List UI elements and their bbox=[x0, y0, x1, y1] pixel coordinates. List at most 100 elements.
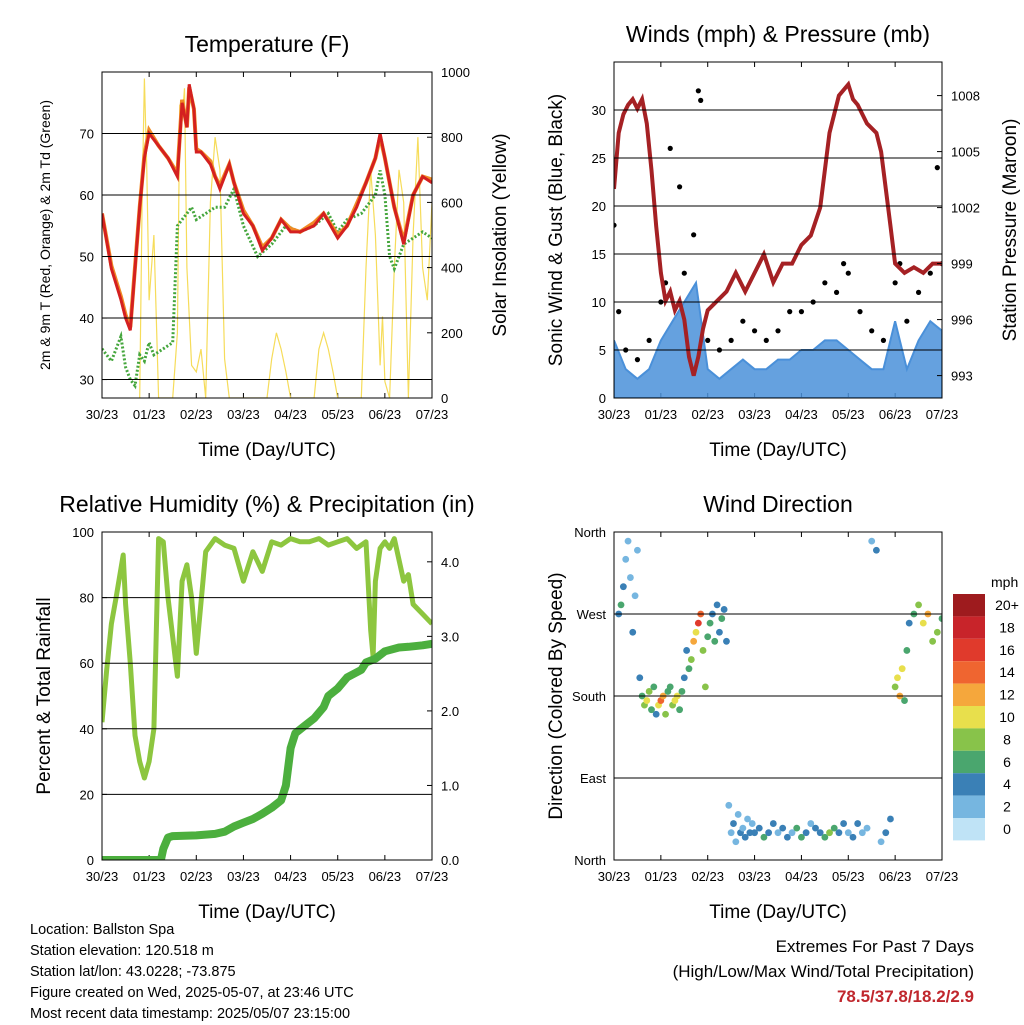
humidity-y2tick-label: 0.0 bbox=[441, 853, 459, 868]
temperature-y2label: Solar Insolation (Yellow) bbox=[490, 133, 511, 336]
colorbar-swatch bbox=[953, 594, 985, 617]
humidity-xtick-label: 30/23 bbox=[86, 869, 119, 884]
colorbar-swatch bbox=[953, 795, 985, 818]
gust-point bbox=[841, 261, 847, 267]
wind-direction-point bbox=[887, 815, 894, 823]
wind-direction-point bbox=[765, 829, 773, 837]
gust-point bbox=[763, 337, 769, 343]
gust-point bbox=[822, 280, 828, 286]
wind-direction-ytick-label: North bbox=[574, 525, 606, 540]
temperature-ytick-label: 50 bbox=[80, 250, 94, 265]
winds-ytick-label: 30 bbox=[592, 103, 606, 118]
wind-direction-point bbox=[844, 829, 852, 837]
temperature-ytick-label: 30 bbox=[80, 373, 94, 388]
wind-direction-point bbox=[858, 829, 866, 837]
wind-direction-point bbox=[685, 665, 693, 673]
winds-xtick-label: 06/23 bbox=[879, 407, 912, 422]
temperature-xtick-label: 02/23 bbox=[180, 407, 213, 422]
wind-direction-title: Wind Direction bbox=[703, 491, 853, 517]
wind-direction-point bbox=[720, 606, 728, 613]
wind-direction-point bbox=[725, 801, 733, 809]
wind-direction-point bbox=[727, 829, 735, 837]
temperature-ylabel: 2m & 9m T (Red, Orange) & 2m Td (Green) bbox=[37, 100, 53, 370]
wind-direction-point bbox=[716, 628, 723, 636]
wind-direction-point bbox=[891, 683, 899, 691]
wind-direction-point bbox=[849, 833, 857, 841]
temperature-ytick-label: 40 bbox=[80, 311, 94, 326]
gust-point bbox=[646, 337, 652, 343]
humidity-xtick-label: 02/23 bbox=[180, 869, 213, 884]
extremes-values: 78.5/37.8/18.2/2.9 bbox=[836, 987, 974, 1006]
wind-direction-point bbox=[807, 820, 815, 827]
temperature-ytick-label: 70 bbox=[80, 127, 94, 142]
wind-direction-point bbox=[741, 833, 749, 841]
humidity-xtick-label: 07/23 bbox=[416, 869, 449, 884]
wind-direction-point bbox=[877, 838, 885, 846]
wind-direction-point bbox=[863, 824, 871, 832]
wind-direction-point bbox=[746, 829, 754, 837]
humidity-plot-area bbox=[102, 536, 432, 860]
9m-temperature-line bbox=[102, 86, 432, 329]
figure-created: Figure created on Wed, 2025-05-07, at 23… bbox=[30, 985, 354, 1001]
wind-direction-xtick-label: 04/23 bbox=[785, 869, 818, 884]
wind-direction-point bbox=[933, 628, 941, 636]
temperature-xtick-label: 05/23 bbox=[321, 407, 354, 422]
gust-point bbox=[695, 88, 701, 94]
gust-point bbox=[667, 145, 673, 151]
wind-direction-point bbox=[816, 829, 824, 837]
dewpoint-line bbox=[102, 170, 432, 390]
humidity-ylabel: Percent & Total Rainfall bbox=[34, 597, 55, 794]
humidity-title: Relative Humidity (%) & Precipitation (i… bbox=[59, 491, 474, 517]
humidity-ytick-label: 20 bbox=[80, 787, 94, 802]
winds-plot-area bbox=[614, 80, 942, 398]
wind-direction-point bbox=[774, 829, 782, 837]
winds-ylabel: Sonic Wind & Gust (Blue, Black) bbox=[546, 94, 567, 366]
humidity-panel: Relative Humidity (%) & Precipitation (i… bbox=[34, 491, 475, 923]
colorbar-label: 8 bbox=[1003, 731, 1011, 747]
colorbar-label: 2 bbox=[1003, 799, 1011, 815]
wind-direction-point bbox=[648, 706, 655, 714]
wind-direction-point bbox=[680, 674, 688, 682]
humidity-y2tick-label: 2.0 bbox=[441, 704, 459, 719]
temperature-panel: Temperature (F) Time (Day/UTC) 30/23 01/23 0… bbox=[37, 31, 511, 461]
wind-direction-point bbox=[694, 619, 702, 627]
wind-direction-point bbox=[905, 619, 913, 627]
wind-direction-xtick-label: 03/23 bbox=[738, 869, 771, 884]
colorbar-label: 0 bbox=[1003, 821, 1011, 837]
wind-direction-point bbox=[624, 537, 632, 545]
extremes-summary: Extremes For Past 7 Days (High/Low/Max W… bbox=[673, 934, 974, 1009]
wind-direction-point bbox=[840, 820, 847, 827]
humidity-y2tick-label: 4.0 bbox=[441, 555, 459, 570]
colorbar-swatch bbox=[953, 638, 985, 662]
wind-direction-xtick-label: 30/23 bbox=[598, 869, 631, 884]
humidity-frame bbox=[101, 531, 433, 861]
gust-point bbox=[857, 309, 863, 315]
temperature-xtick-label: 04/23 bbox=[274, 407, 307, 422]
gust-point bbox=[927, 270, 933, 276]
humidity-xtick-label: 04/23 bbox=[274, 869, 307, 884]
wind-direction-xtick-label: 07/23 bbox=[926, 869, 959, 884]
wind-direction-point bbox=[718, 615, 726, 622]
winds-xtick-label: 30/23 bbox=[598, 407, 631, 422]
winds-y2tick-label: 1002 bbox=[951, 201, 980, 216]
temperature-y2tick-label: 1000 bbox=[441, 65, 470, 80]
humidity-xtick-label: 03/23 bbox=[227, 869, 260, 884]
wind-direction-point bbox=[662, 710, 669, 718]
temperature-y2tick-label: 200 bbox=[441, 326, 463, 341]
wind-direction-point bbox=[643, 697, 651, 704]
winds-xtick-label: 04/23 bbox=[785, 407, 818, 422]
colorbar-label: 10 bbox=[999, 709, 1015, 725]
wind-direction-point bbox=[854, 820, 862, 827]
temperature-y2tick-label: 0 bbox=[441, 391, 448, 406]
wind-direction-point bbox=[636, 674, 644, 682]
wind-direction-point bbox=[835, 829, 843, 837]
colorbar-swatch bbox=[953, 773, 985, 796]
extremes-heading: Extremes For Past 7 Days bbox=[775, 937, 974, 956]
wind-direction-point bbox=[634, 546, 641, 554]
wind-direction-xtick-label: 05/23 bbox=[832, 869, 865, 884]
station-info: Location: Ballston Spa Station elevation… bbox=[30, 920, 354, 1025]
wind-direction-point bbox=[868, 537, 876, 545]
humidity-ytick-label: 80 bbox=[80, 591, 94, 606]
gust-point bbox=[616, 309, 622, 315]
gust-point bbox=[934, 165, 940, 171]
